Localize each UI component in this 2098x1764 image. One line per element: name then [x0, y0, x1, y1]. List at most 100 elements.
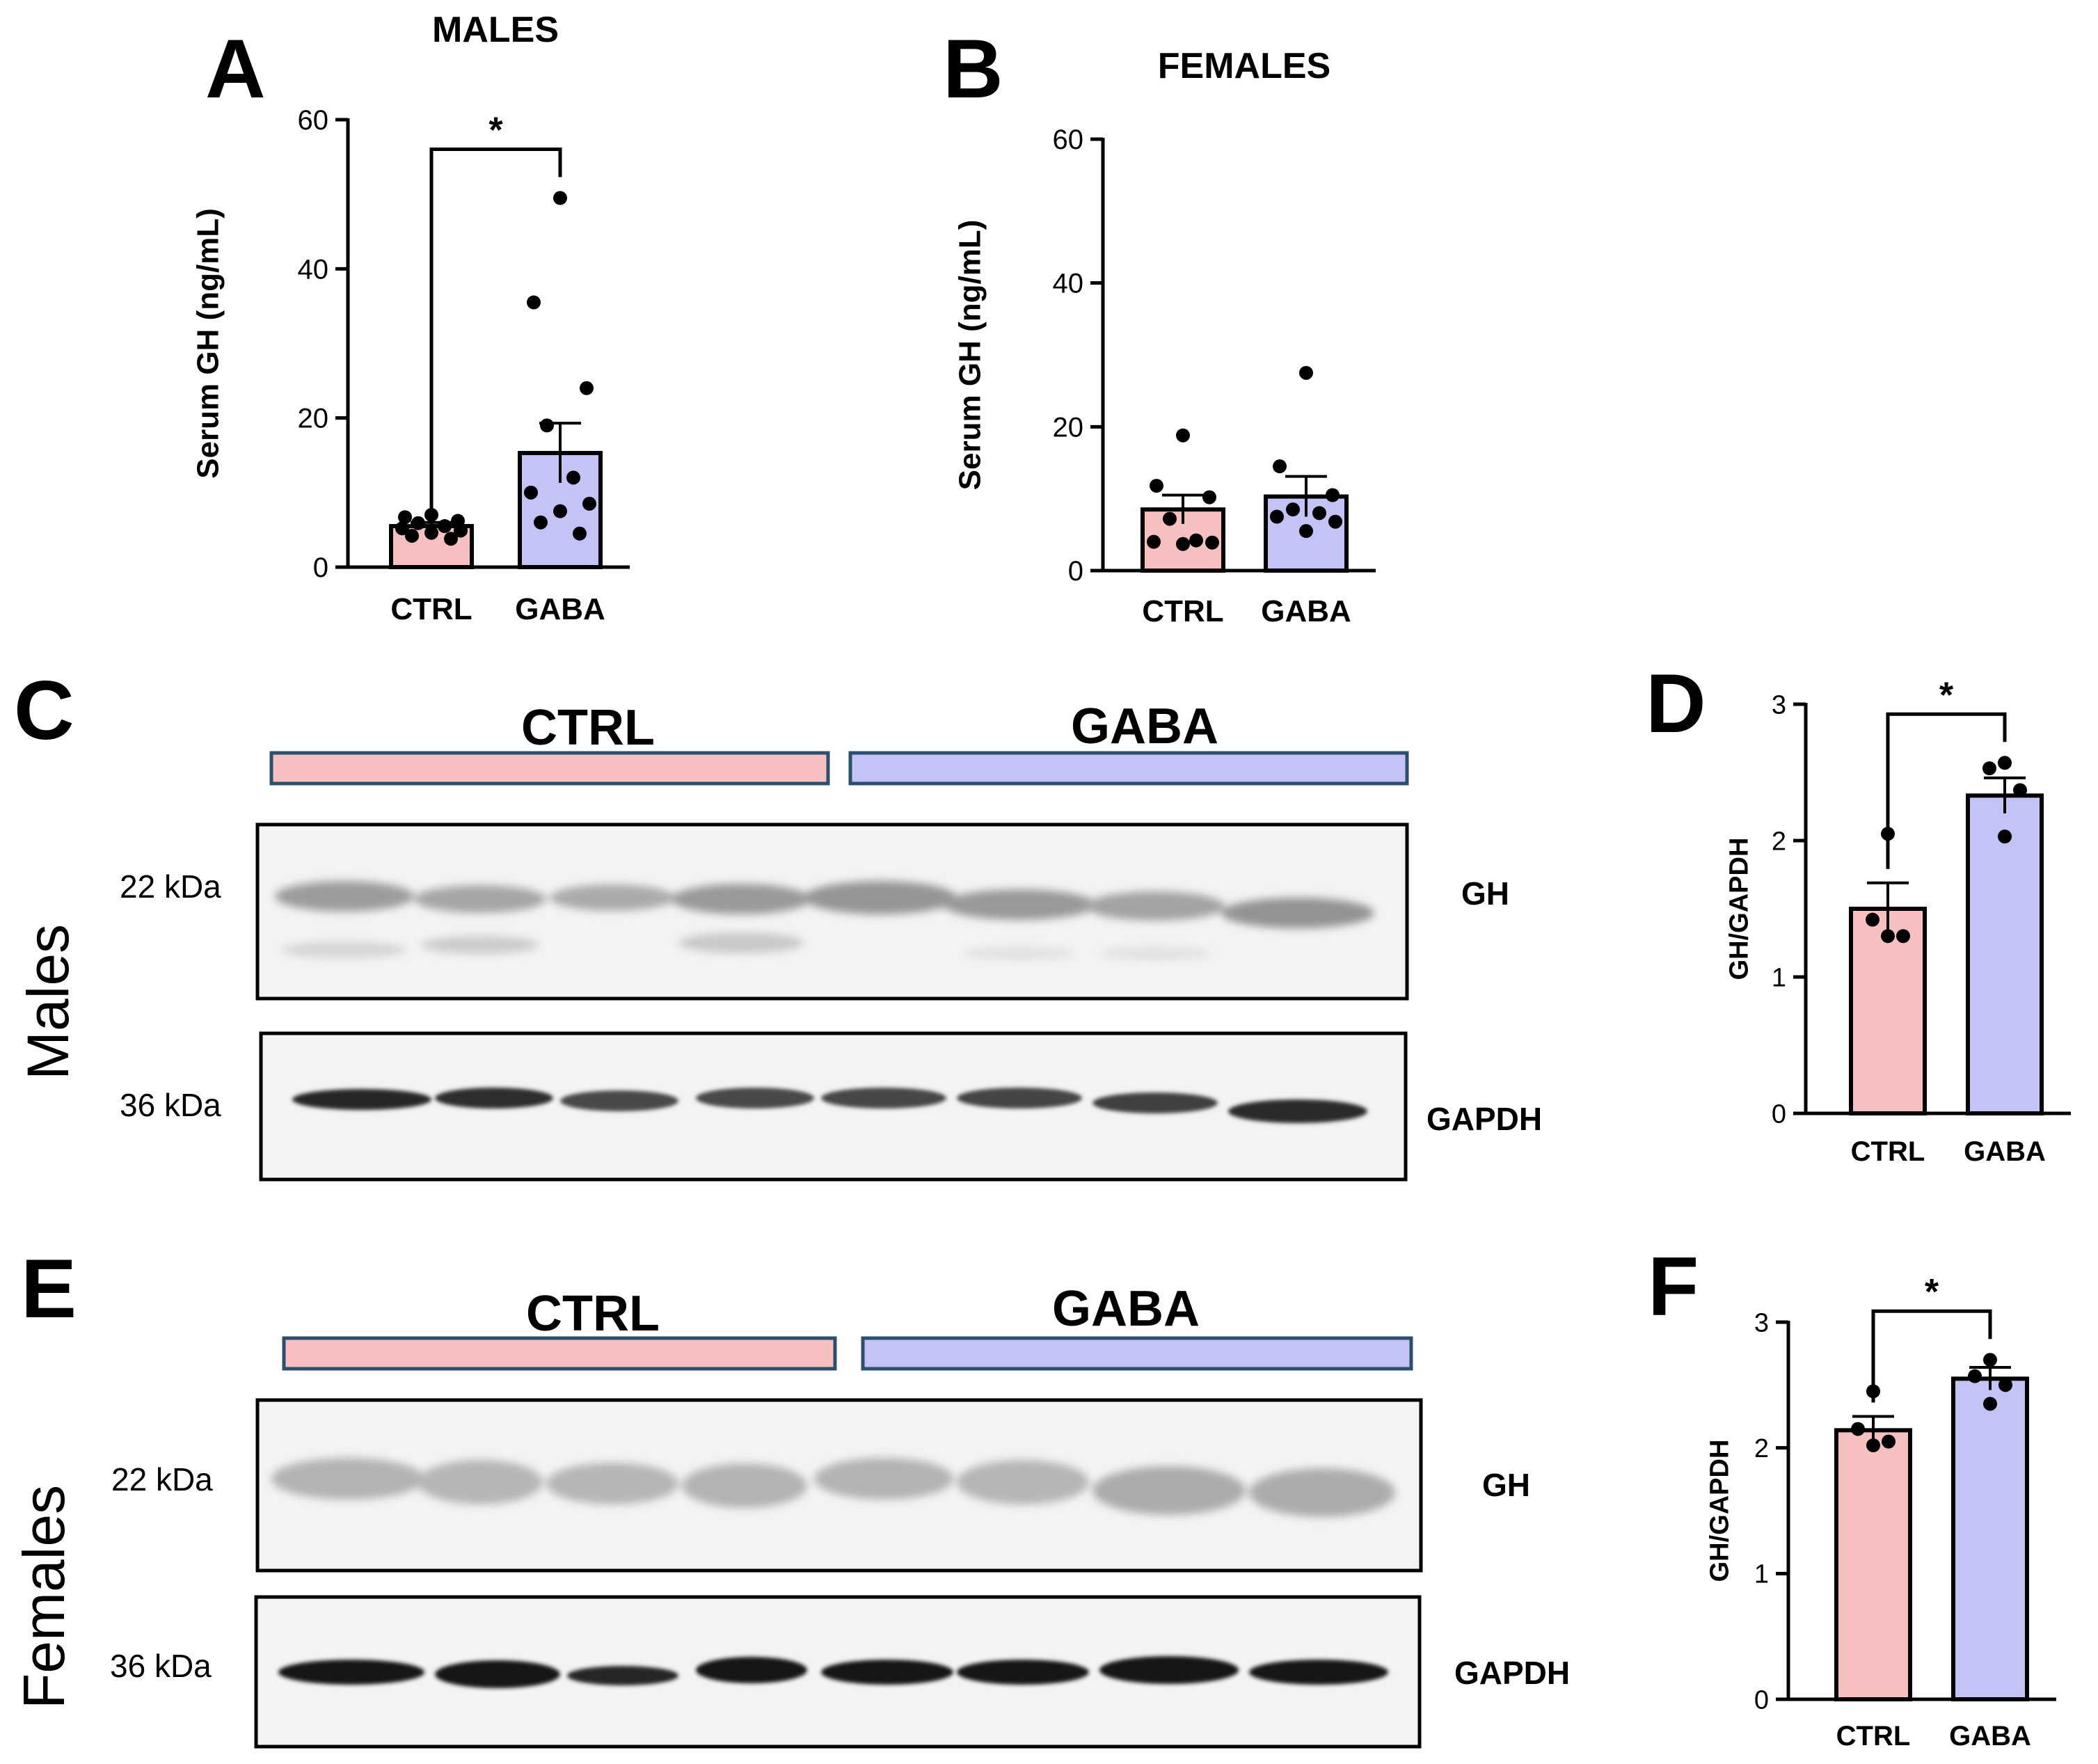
blot-group-label-gaba: GABA	[1052, 1281, 1200, 1337]
panel-letter-e: E	[21, 1242, 77, 1335]
significance-bracket-a	[429, 148, 562, 509]
band	[678, 932, 804, 953]
y-tick-label-d: 0	[1772, 1099, 1786, 1129]
y-tick-label-a: 40	[298, 254, 329, 285]
y-tick-label-f: 3	[1754, 1308, 1769, 1337]
data-point-a-gaba	[534, 515, 548, 530]
blot-protein-label-gapdh-males: GAPDH	[1427, 1101, 1542, 1137]
panel-letter-b: B	[943, 22, 1003, 116]
data-point-b-gaba	[1270, 509, 1284, 524]
band	[292, 1089, 431, 1110]
blot-group-label-ctrl: CTRL	[526, 1286, 660, 1342]
band	[1221, 898, 1374, 928]
data-point-f-ctrl	[1882, 1434, 1896, 1449]
band	[964, 946, 1075, 960]
y-axis-label-f: GH/GAPDH	[1705, 1440, 1734, 1582]
chart-title-b: FEMALES	[1158, 46, 1330, 86]
data-point-b-ctrl	[1150, 479, 1163, 493]
blot-kda-label-gapdh-females: 36 kDa	[110, 1648, 212, 1684]
blot-group-bar-ctrl	[269, 751, 830, 786]
data-point-a-ctrl	[424, 525, 438, 540]
band	[957, 1660, 1089, 1685]
blot-group-label-gaba: GABA	[1071, 699, 1218, 754]
data-point-d-ctrl	[1866, 912, 1880, 927]
band	[278, 1660, 424, 1685]
band	[804, 881, 957, 914]
data-point-a-ctrl	[444, 532, 458, 546]
data-point-b-ctrl	[1202, 490, 1216, 504]
data-point-d-gaba	[1998, 829, 2012, 844]
band	[1092, 1466, 1246, 1515]
band	[814, 1458, 953, 1500]
category-label-d-gaba: GABA	[1964, 1136, 2046, 1167]
blot-gapdh-females-bands	[278, 1656, 1388, 1688]
band	[957, 1088, 1082, 1109]
data-point-a-gaba	[582, 496, 596, 511]
y-tick-label-b: 60	[1053, 125, 1084, 155]
data-point-a-gaba	[540, 418, 554, 433]
blot-gh-males-bands	[275, 881, 1374, 960]
blot-kda-label-gapdh-males: 36 kDa	[120, 1087, 221, 1123]
category-label-a-ctrl: CTRL	[390, 592, 472, 626]
data-point-b-gaba	[1299, 365, 1313, 380]
band	[271, 1458, 424, 1500]
data-point-a-ctrl	[454, 523, 468, 538]
data-point-b-gaba	[1286, 502, 1300, 517]
data-point-f-gaba	[1998, 1378, 2012, 1392]
bar-chart-d: 0 1 2 3 GH/GAPDH CTRL GABA *	[1724, 675, 2071, 1167]
data-point-b-gaba	[1326, 488, 1340, 502]
significance-bracket-d	[1886, 712, 2007, 869]
band	[682, 1463, 807, 1508]
data-point-b-ctrl	[1176, 537, 1190, 551]
data-point-a-gaba	[527, 295, 541, 310]
data-point-a-ctrl	[395, 521, 409, 536]
data-point-d-ctrl	[1896, 929, 1910, 944]
blot-gapdh-males	[259, 1031, 1408, 1182]
data-point-b-gaba	[1312, 506, 1326, 521]
y-tick-label-d: 1	[1772, 963, 1786, 992]
significance-star-d: *	[1939, 675, 1954, 715]
band	[1099, 946, 1211, 960]
panel-letter-a: A	[205, 22, 266, 116]
blot-group-bar-ctrl	[282, 1336, 837, 1371]
bar-chart-a: 0 20 40 60 Serum GH (ng/mL) CTRL GABA *	[191, 105, 630, 626]
data-point-a-gaba	[566, 470, 580, 485]
band	[821, 1660, 953, 1685]
band	[275, 881, 414, 912]
data-point-a-ctrl	[411, 516, 425, 530]
band	[567, 1666, 678, 1685]
y-tick-label-a: 20	[298, 404, 329, 434]
y-tick-label-f: 2	[1754, 1434, 1769, 1463]
category-label-f-gaba: GABA	[1949, 1721, 2031, 1751]
band	[435, 1660, 560, 1688]
data-point-a-ctrl	[424, 507, 438, 522]
band	[282, 941, 407, 958]
data-point-f-gaba	[1983, 1397, 1997, 1411]
y-axis-label-b: Serum GH (ng/mL)	[953, 220, 987, 491]
band	[560, 1090, 678, 1111]
blot-side-label-males: Males	[15, 924, 81, 1080]
blot-gh-females-bands	[271, 1458, 1395, 1517]
blot-protein-label-gh-males: GH	[1461, 875, 1509, 912]
category-label-d-ctrl: CTRL	[1851, 1136, 1925, 1167]
blot-kda-label-gh-females: 22 kDa	[111, 1461, 213, 1497]
data-point-a-ctrl	[405, 528, 419, 543]
data-point-f-gaba	[1968, 1369, 1982, 1383]
band	[943, 889, 1096, 920]
significance-star-f: *	[1925, 1272, 1939, 1312]
band	[1086, 891, 1225, 921]
blot-side-label-females: Females	[11, 1485, 77, 1709]
y-tick-label-d: 3	[1772, 690, 1786, 720]
band	[696, 1657, 807, 1683]
data-point-b-ctrl	[1147, 534, 1161, 549]
band	[546, 1463, 678, 1504]
band	[418, 1460, 543, 1504]
bar-d-gaba	[1966, 793, 2044, 1115]
data-point-f-ctrl	[1866, 1438, 1880, 1453]
data-point-a-gaba	[580, 381, 594, 395]
data-point-a-gaba	[524, 485, 538, 500]
data-point-a-gaba	[553, 191, 567, 205]
band	[414, 885, 546, 913]
band	[696, 1088, 814, 1109]
